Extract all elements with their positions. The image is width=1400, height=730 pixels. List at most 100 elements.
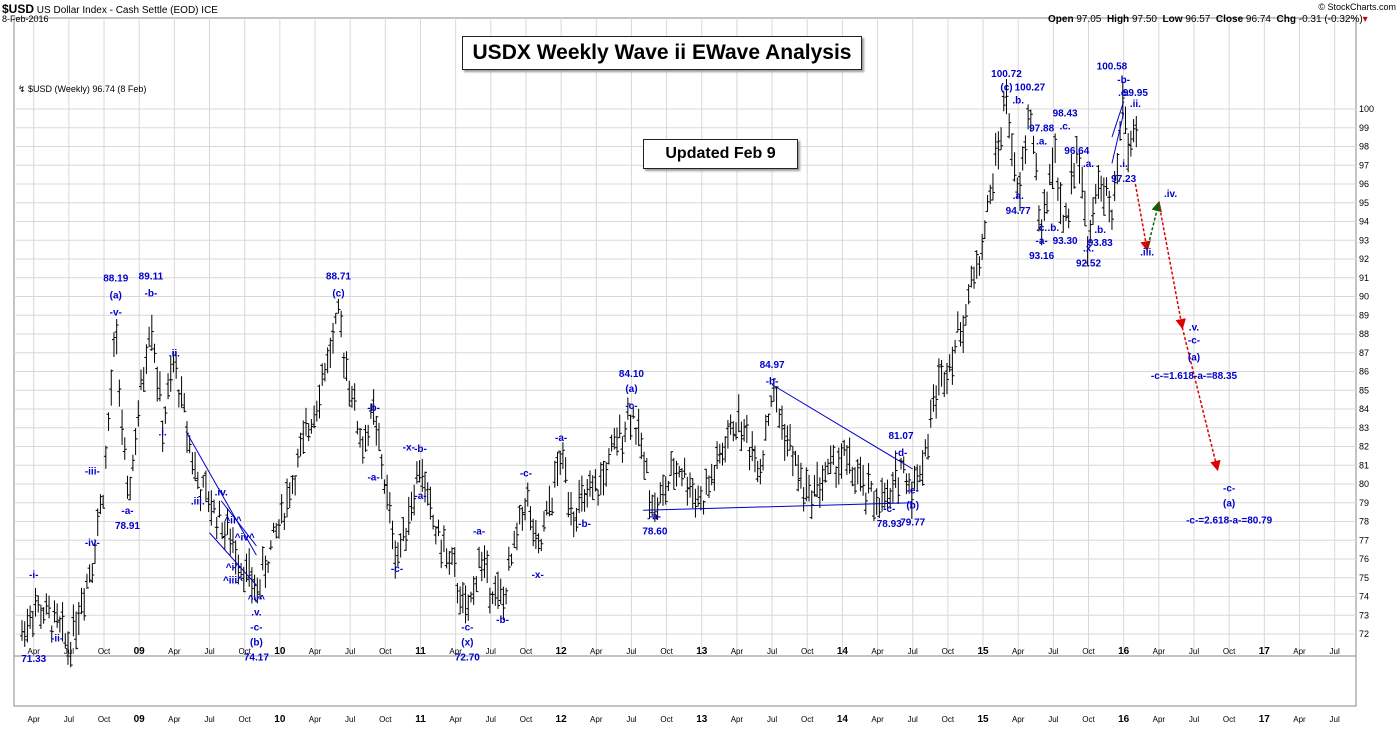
wave-label: .iv. xyxy=(1164,189,1177,200)
wave-label: 78.91 xyxy=(115,521,140,532)
x-tick-label: Jul xyxy=(486,647,496,656)
projection-arrow xyxy=(1158,202,1186,330)
wave-label: ^i^ xyxy=(226,562,241,573)
x-tick-label: Apr xyxy=(1012,647,1025,656)
low-label: Low xyxy=(1162,14,1183,25)
high-label: High xyxy=(1106,14,1130,25)
x-tick-label: Jul xyxy=(626,647,636,656)
wave-label: -a- xyxy=(121,506,133,517)
wave-label: -iii- xyxy=(85,467,100,478)
x-tick-label-lower: Apr xyxy=(1293,715,1306,724)
wave-label: 93.16 xyxy=(1029,251,1054,262)
wave-label: 88.19 xyxy=(103,274,128,285)
y-tick-label: 96 xyxy=(1359,179,1369,189)
y-tick-label: 100 xyxy=(1359,104,1374,114)
x-tick-label: Jul xyxy=(908,647,918,656)
x-tick-label-lower: Jul xyxy=(345,715,355,724)
x-tick-label: Apr xyxy=(590,647,603,656)
wave-label: ^iii^ xyxy=(223,575,243,586)
down-arrow-icon: ▾ xyxy=(1362,14,1368,25)
x-tick-label-lower: 14 xyxy=(837,714,849,725)
header-date: 8-Feb-2016 xyxy=(2,14,49,24)
symbol: $USD xyxy=(2,2,35,16)
wave-label: -a- xyxy=(555,433,567,444)
wave-label: -c- xyxy=(250,622,262,633)
x-tick-label-lower: Apr xyxy=(168,715,181,724)
y-tick-label: 99 xyxy=(1359,123,1369,133)
wave-label: .ii. xyxy=(1130,99,1141,110)
open-value: 97.05 xyxy=(1076,14,1102,25)
wave-label: -x- xyxy=(403,442,415,453)
instrument-name: US Dollar Index - Cash Settle (EOD) xyxy=(36,5,199,16)
trendline xyxy=(220,500,257,547)
x-tick-label-lower: Jul xyxy=(204,715,214,724)
x-tick-label-lower: Apr xyxy=(1153,715,1166,724)
wave-label: ^iv^ xyxy=(235,532,255,543)
trendline xyxy=(1111,101,1125,138)
x-tick-label-lower: 17 xyxy=(1259,714,1271,725)
y-tick-label: 79 xyxy=(1359,498,1369,508)
low-value: 96.57 xyxy=(1185,14,1211,25)
wave-label: 100.27 xyxy=(1015,82,1046,93)
x-tick-label-lower: 11 xyxy=(415,714,426,725)
wave-label: -c- xyxy=(883,504,895,515)
wave-label: 100.72 xyxy=(991,69,1022,80)
header-left: $USD US Dollar Index - Cash Settle (EOD)… xyxy=(2,2,218,16)
wave-label: .iii. xyxy=(1140,247,1154,258)
wave-label: 78.60 xyxy=(642,527,667,538)
wave-label: -c- xyxy=(391,564,403,575)
wave-label: .v. xyxy=(251,607,262,618)
wave-label: -b- xyxy=(414,444,427,455)
wave-label: (c) xyxy=(1000,82,1012,93)
wave-label: 97.23 xyxy=(1111,174,1136,185)
wave-label: -c- xyxy=(1223,484,1235,495)
trendline xyxy=(771,384,913,470)
wave-label: 74.17 xyxy=(244,652,269,663)
x-tick-label-lower: Jul xyxy=(486,715,496,724)
wave-label: (a) xyxy=(1188,352,1200,363)
series-legend: ↯ $USD (Weekly) 96.74 (8 Feb) xyxy=(18,84,146,95)
wave-annotations: -i- -ii- 71.33 -iii- -iv- 88.19 (a) -v- -a- 78.91… xyxy=(21,62,1272,666)
x-tick-label: 17 xyxy=(1259,646,1271,657)
wave-label: -b- xyxy=(1117,75,1130,86)
wave-label: 88.71 xyxy=(326,272,351,283)
x-tick-label-lower: 13 xyxy=(696,714,708,725)
wave-label: -ii- xyxy=(51,634,63,645)
y-tick-label: 93 xyxy=(1359,235,1369,245)
y-tick-label: 77 xyxy=(1359,535,1369,545)
open-label: Open xyxy=(1048,14,1074,25)
x-tick-label-lower: Oct xyxy=(238,715,251,724)
x-tick-label: Jul xyxy=(1048,647,1058,656)
y-tick-label: 92 xyxy=(1359,254,1369,264)
wave-label: -a- xyxy=(367,472,379,483)
wave-label: 99.95 xyxy=(1123,88,1148,99)
x-tick-label-lower: Jul xyxy=(908,715,918,724)
wave-label: .v. xyxy=(1189,322,1200,333)
x-tick-label: Jul xyxy=(767,647,777,656)
x-tick-label-lower: Oct xyxy=(379,715,392,724)
x-tick-label: Oct xyxy=(801,647,814,656)
chg-label: Chg xyxy=(1276,14,1296,25)
y-tick-label: 86 xyxy=(1359,367,1369,377)
wave-label: (a) xyxy=(1223,499,1235,510)
close-value: 96.74 xyxy=(1245,14,1271,25)
x-tick-label-lower: Jul xyxy=(767,715,777,724)
projection-arrow xyxy=(1146,200,1162,250)
y-tick-label: 90 xyxy=(1359,292,1369,302)
y-tick-label: 72 xyxy=(1359,629,1369,639)
x-tick-label-lower: Jul xyxy=(64,715,74,724)
x-tick-label-lower: 09 xyxy=(134,714,146,725)
lower-frame xyxy=(13,655,1357,707)
wave-label: (a) xyxy=(625,384,637,395)
wave-label: .i. xyxy=(158,427,167,438)
wave-label: 92.52 xyxy=(1076,259,1101,270)
wave-label: .b. xyxy=(1012,95,1024,106)
wave-label: -c-=2.618-a-=80.79 xyxy=(1186,515,1273,526)
y-tick-label: 97 xyxy=(1359,160,1369,170)
x-tick-label: 15 xyxy=(977,646,989,657)
wave-label: (b) xyxy=(250,637,263,648)
wave-label: -a- xyxy=(473,527,485,538)
wave-label: -c- xyxy=(625,401,637,412)
trendlines xyxy=(185,101,1125,586)
